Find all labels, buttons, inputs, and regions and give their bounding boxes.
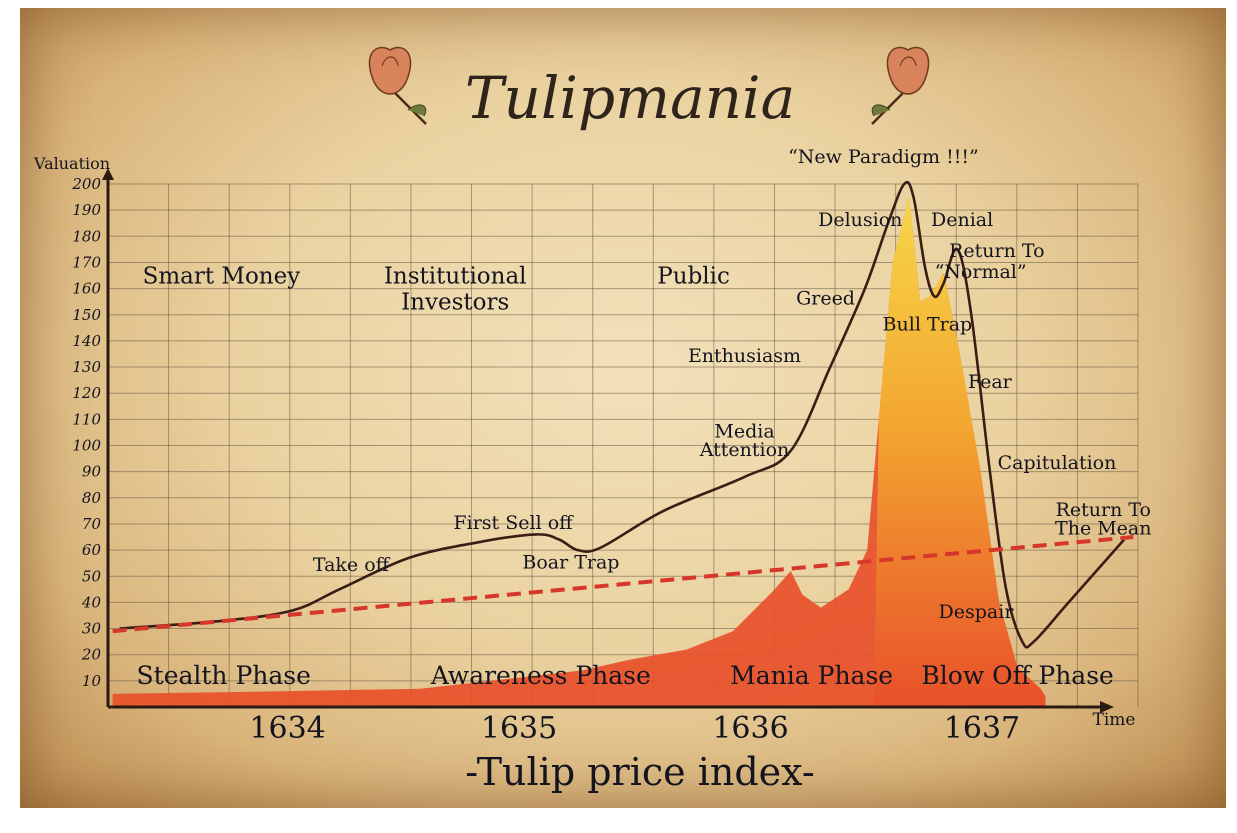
y-tick-label: 110 — [72, 410, 101, 428]
chart-labels: 10 20 30 40 50 60 70 80 90 100 110 120 130 140 150 160 1… — [33, 146, 1152, 794]
annotation-label: Return To — [949, 240, 1044, 262]
y-tick-label: 10 — [82, 672, 102, 690]
x-axis-title: -Tulip price index- — [465, 750, 815, 794]
chart-axes — [102, 168, 1114, 713]
y-tick-label: 60 — [82, 541, 102, 559]
annotation-label: Bull Trap — [883, 313, 973, 335]
y-tick-label: 20 — [81, 646, 102, 664]
tulip-right-icon — [871, 46, 930, 125]
tulip-left-icon — [368, 46, 427, 125]
annotation-label: Take off — [313, 554, 391, 576]
annotation-label: First Sell off — [453, 512, 574, 534]
phase-label: Stealth Phase — [137, 661, 311, 690]
investor-group-label: Investors — [401, 289, 509, 315]
annotation-label: Capitulation — [998, 452, 1117, 474]
y-axis-title: Valuation — [33, 154, 110, 173]
y-tick-label: 150 — [72, 306, 101, 324]
phase-label: Blow Off Phase — [921, 661, 1113, 690]
y-tick-label: 180 — [72, 227, 101, 245]
sentiment-line — [119, 180, 1126, 649]
price-area-peak-highlight — [874, 197, 1046, 707]
y-tick-label: 70 — [82, 515, 102, 533]
annotation-label: Boar Trap — [522, 551, 619, 573]
annotation-label: Attention — [699, 439, 790, 461]
annotation-label: Denial — [931, 209, 993, 231]
annotation-label: Despair — [939, 601, 1015, 623]
phase-label: Mania Phase — [730, 661, 893, 690]
y-tick-label: 100 — [72, 437, 101, 455]
y-tick-label: 130 — [72, 358, 101, 376]
y-tick-label: 50 — [82, 567, 102, 585]
price-area-layer — [112, 197, 1046, 707]
y-tick-label: 200 — [71, 175, 101, 193]
y-tick-label: 140 — [72, 332, 101, 350]
investor-group-label: Smart Money — [143, 263, 301, 289]
annotation-label: Enthusiasm — [688, 345, 801, 367]
y-tick-label: 170 — [72, 253, 101, 271]
annotation-label: “New Paradigm !!!” — [788, 146, 979, 168]
annotation-label: Fear — [968, 371, 1013, 393]
annotation-label: Delusion — [818, 209, 902, 231]
y-tick-label: 120 — [72, 384, 101, 402]
annotation-label: Media — [714, 421, 774, 443]
phase-label: Awareness Phase — [430, 661, 651, 690]
y-tick-label: 90 — [82, 463, 102, 481]
annotation-label: Greed — [796, 287, 855, 309]
y-axis-arrow-icon — [102, 168, 114, 180]
investor-group-label: Institutional — [384, 263, 527, 289]
y-tick-label: 40 — [81, 593, 102, 611]
sentiment-line-layer — [112, 180, 1134, 649]
y-tick-label: 160 — [72, 280, 101, 298]
annotation-label: The Mean — [1055, 517, 1151, 539]
x-tick-label: 1634 — [249, 711, 325, 746]
annotation-label: “Normal” — [935, 261, 1027, 283]
annotation-label: Return To — [1056, 499, 1151, 521]
x-axis-end-label: Time — [1093, 710, 1136, 730]
y-tick-label: 80 — [82, 489, 102, 507]
x-axis-arrow-icon — [1100, 701, 1114, 713]
x-tick-label: 1637 — [944, 711, 1020, 746]
investor-group-label: Public — [657, 263, 730, 289]
mean-trend-line — [112, 535, 1134, 634]
y-tick-label: 30 — [82, 620, 102, 638]
x-tick-label: 1636 — [712, 711, 788, 746]
y-tick-label: 190 — [72, 201, 101, 219]
x-tick-label: 1635 — [481, 711, 557, 746]
chart-title: Tulipmania — [465, 64, 795, 132]
